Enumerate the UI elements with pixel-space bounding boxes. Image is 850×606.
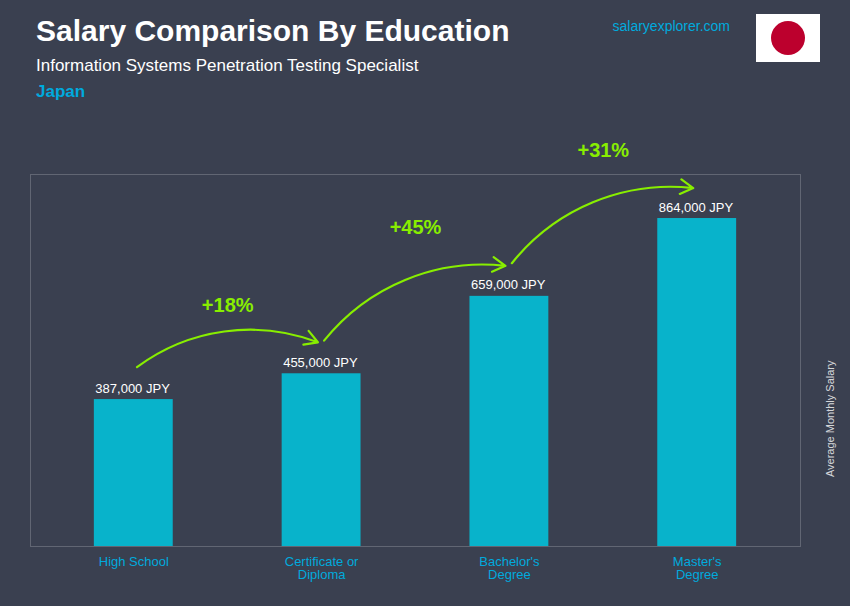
html-text:salaryexplorer.com: salaryexplorer.com [612,18,730,34]
svg-text:455,000 JPY: 455,000 JPY [283,355,358,370]
svg-text:+31%: +31% [577,139,629,161]
svg-text:+45%: +45% [390,216,442,238]
svg-text:Certificate orDiploma: Certificate orDiploma [285,554,359,582]
svg-text:Bachelor'sDegree: Bachelor'sDegree [479,554,540,582]
svg-text:High School: High School [99,554,169,569]
html-text:Information Systems Penetratio: Information Systems Penetration Testing … [36,56,419,75]
svg-text:Average Monthly Salary: Average Monthly Salary [824,360,836,477]
svg-text:659,000 JPY: 659,000 JPY [471,277,546,292]
svg-text:387,000 JPY: 387,000 JPY [95,381,170,396]
svg-text:+18%: +18% [202,294,254,316]
html-text:Japan: Japan [36,82,86,101]
svg-text:Master'sDegree: Master'sDegree [673,554,722,582]
svg-text:864,000 JPY: 864,000 JPY [659,200,734,215]
html-text:Salary Comparison By Education: Salary Comparison By Education [36,14,510,47]
